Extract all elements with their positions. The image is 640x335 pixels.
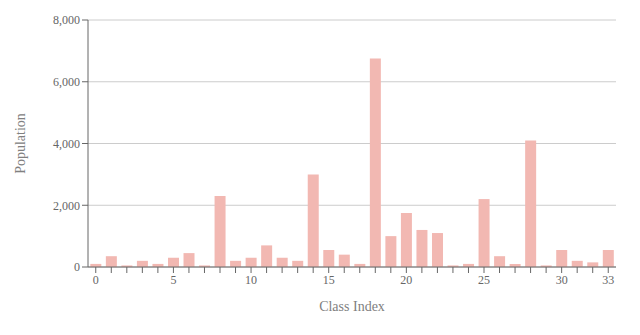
svg-text:4,000: 4,000 [53,137,80,151]
svg-text:20: 20 [400,273,412,287]
svg-text:Class Index: Class Index [319,299,385,314]
svg-text:30: 30 [556,273,568,287]
svg-text:Population: Population [13,113,28,174]
svg-text:10: 10 [245,273,257,287]
svg-text:5: 5 [170,273,176,287]
svg-text:0: 0 [93,273,99,287]
svg-text:0: 0 [74,260,80,274]
svg-text:33: 33 [602,273,614,287]
svg-text:6,000: 6,000 [53,75,80,89]
svg-text:2,000: 2,000 [53,199,80,213]
svg-text:25: 25 [478,273,490,287]
svg-text:8,000: 8,000 [53,13,80,27]
svg-text:15: 15 [323,273,335,287]
